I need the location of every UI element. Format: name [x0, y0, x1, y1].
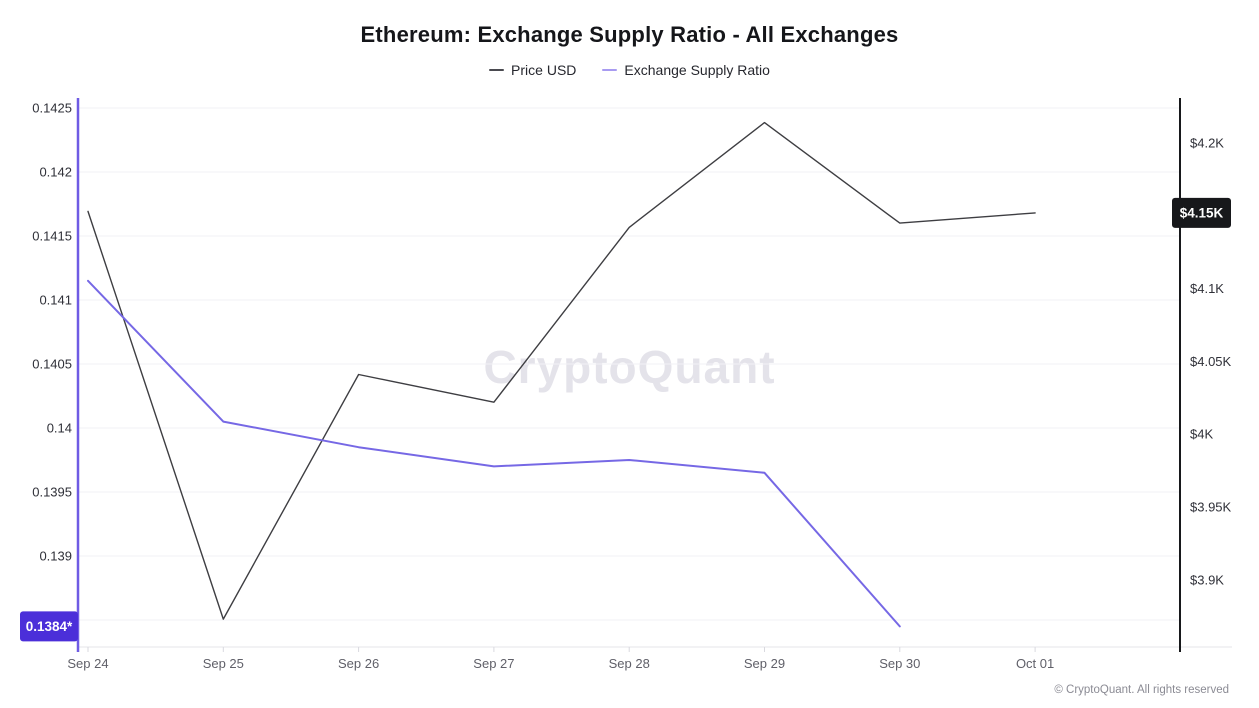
svg-text:0.142: 0.142	[39, 165, 72, 180]
svg-text:0.139: 0.139	[39, 549, 72, 564]
svg-text:0.1395: 0.1395	[32, 485, 72, 500]
svg-text:Sep 28: Sep 28	[609, 656, 650, 671]
legend-label-price-usd: Price USD	[511, 62, 577, 78]
svg-text:Sep 24: Sep 24	[67, 656, 108, 671]
ratio-series-dash-icon	[602, 69, 618, 71]
legend-item-exchange-supply-ratio[interactable]: Exchange Supply Ratio	[602, 62, 770, 78]
svg-text:Oct 01: Oct 01	[1016, 656, 1054, 671]
svg-text:0.1384*: 0.1384*	[26, 619, 73, 634]
svg-text:$4.1K: $4.1K	[1190, 281, 1224, 296]
svg-text:Sep 30: Sep 30	[879, 656, 920, 671]
svg-text:0.1415: 0.1415	[32, 229, 72, 244]
legend-label-exchange-supply-ratio: Exchange Supply Ratio	[624, 62, 770, 78]
svg-text:0.1405: 0.1405	[32, 357, 72, 372]
gridlines	[78, 107, 1180, 621]
x-axis	[78, 646, 1232, 652]
ratio-last-value-badge: 0.1384*	[20, 611, 78, 642]
svg-text:$3.9K: $3.9K	[1190, 572, 1224, 587]
price-usd-line	[87, 121, 1036, 620]
copyright-notice: © CryptoQuant. All rights reserved	[1054, 684, 1229, 696]
cryptoquant-watermark: CryptoQuant	[483, 341, 776, 393]
svg-text:$4K: $4K	[1190, 427, 1213, 442]
svg-text:$4.2K: $4.2K	[1190, 136, 1224, 151]
svg-text:$4.15K: $4.15K	[1180, 206, 1224, 221]
exchange-supply-ratio-line	[87, 279, 901, 628]
page-title: Ethereum: Exchange Supply Ratio - All Ex…	[360, 22, 899, 47]
svg-text:$3.95K: $3.95K	[1190, 500, 1232, 515]
svg-text:0.141: 0.141	[39, 293, 72, 308]
x-axis-labels: Sep 24 Sep 25 Sep 26 Sep 27 Sep 28 Sep 29 Sep …	[67, 656, 1054, 671]
svg-text:Sep 29: Sep 29	[744, 656, 785, 671]
svg-text:Sep 25: Sep 25	[203, 656, 244, 671]
svg-text:Sep 27: Sep 27	[473, 656, 514, 671]
price-last-value-badge: $4.15K	[1172, 197, 1231, 228]
svg-text:0.14: 0.14	[47, 421, 72, 436]
svg-text:Sep 26: Sep 26	[338, 656, 379, 671]
legend-item-price-usd[interactable]: Price USD	[489, 62, 576, 78]
legend: Price USD Exchange Supply Ratio	[0, 62, 1259, 78]
price-series-dash-icon	[489, 69, 505, 71]
svg-text:$4.05K: $4.05K	[1190, 354, 1232, 369]
left-axis-labels: 0.1425 0.142 0.1415 0.141 0.1405 0.14 0.1395 0.…	[32, 101, 72, 564]
svg-text:0.1425: 0.1425	[32, 101, 72, 116]
